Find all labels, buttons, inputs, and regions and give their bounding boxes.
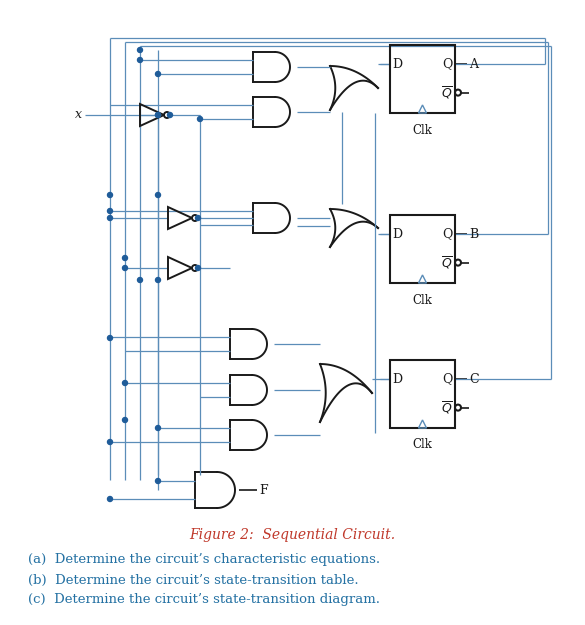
Text: (c)  Determine the circuit’s state-transition diagram.: (c) Determine the circuit’s state-transi…	[28, 594, 380, 606]
Circle shape	[156, 192, 160, 198]
Circle shape	[108, 336, 112, 341]
Text: D: D	[392, 58, 402, 71]
Circle shape	[137, 278, 143, 282]
Text: $\overline{Q}$: $\overline{Q}$	[441, 254, 453, 271]
Text: Clk: Clk	[412, 439, 432, 451]
Text: Clk: Clk	[412, 294, 432, 306]
Circle shape	[108, 439, 112, 444]
Text: (a)  Determine the circuit’s characteristic equations.: (a) Determine the circuit’s characterist…	[28, 554, 380, 566]
Bar	[390, 360, 455, 428]
Circle shape	[195, 216, 201, 221]
Circle shape	[156, 112, 160, 118]
Text: Q: Q	[442, 228, 452, 241]
Circle shape	[108, 496, 112, 501]
Bar	[390, 45, 455, 113]
Circle shape	[198, 116, 202, 121]
Text: $\overline{Q}$: $\overline{Q}$	[441, 399, 453, 416]
Text: $\overline{Q}$: $\overline{Q}$	[441, 84, 453, 101]
Text: Figure 2:  Sequential Circuit.: Figure 2: Sequential Circuit.	[189, 528, 395, 542]
Bar	[390, 215, 455, 283]
Circle shape	[167, 112, 173, 118]
Text: (b)  Determine the circuit’s state-transition table.: (b) Determine the circuit’s state-transi…	[28, 574, 359, 586]
Circle shape	[122, 266, 128, 271]
Circle shape	[122, 256, 128, 261]
Circle shape	[156, 479, 160, 484]
Text: Clk: Clk	[412, 124, 432, 136]
Text: B: B	[469, 228, 479, 241]
Circle shape	[108, 216, 112, 221]
Text: D: D	[392, 228, 402, 241]
Circle shape	[156, 71, 160, 76]
Text: x: x	[75, 109, 82, 121]
Text: Q: Q	[442, 58, 452, 71]
Circle shape	[156, 112, 160, 118]
Circle shape	[137, 48, 143, 53]
Text: C: C	[469, 372, 479, 386]
Circle shape	[108, 192, 112, 198]
Text: A: A	[469, 58, 478, 71]
Circle shape	[137, 58, 143, 63]
Circle shape	[108, 209, 112, 214]
Circle shape	[122, 381, 128, 386]
Text: Q: Q	[442, 372, 452, 386]
Circle shape	[156, 278, 160, 282]
Circle shape	[195, 266, 201, 271]
Circle shape	[156, 426, 160, 431]
Circle shape	[122, 418, 128, 422]
Text: F: F	[259, 484, 267, 496]
Text: D: D	[392, 372, 402, 386]
